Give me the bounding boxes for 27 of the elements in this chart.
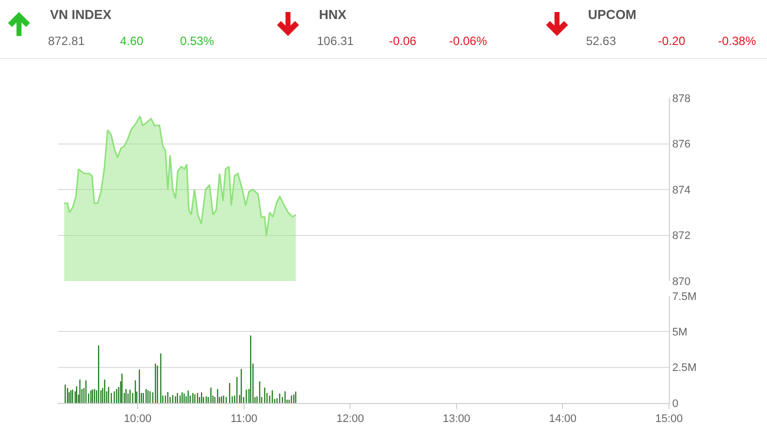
y-tick-label: 7.5M [672,290,697,303]
data-label: -0.06 [389,34,416,48]
x-tick-label: 10:00 [124,413,152,426]
y-tick-label: 878 [672,92,691,105]
x-tick-label: 11:00 [230,413,258,426]
text: -0.06% [449,34,488,48]
y-tick-label: 872 [672,230,691,242]
category-label: VN INDEX [50,7,112,22]
text: 872.81 [48,34,85,48]
category-label: UPCOM [588,7,636,22]
x-tick-label: 14:00 [548,413,577,426]
y-tick-label: 876 [672,138,691,151]
category-label: HNX [319,7,346,22]
x-tick-label: 13:00 [442,413,470,426]
data-label: -0.20 [658,34,686,48]
y-tick-label: 2.5M [672,362,697,374]
text: -0.38% [718,34,756,48]
data-label: 4.60 [120,34,144,48]
y-tick-label: 5M [672,326,688,339]
y-tick-label: 870 [672,276,691,288]
y-tick-label: 0 [672,398,678,410]
x-tick-label: 12:00 [336,413,364,426]
text: 52.63 [586,34,616,48]
y-tick-label: 874 [672,184,691,196]
text: 0.53% [180,34,214,48]
x-tick-label: 15:00 [655,413,683,426]
text: 106.31 [317,34,354,48]
